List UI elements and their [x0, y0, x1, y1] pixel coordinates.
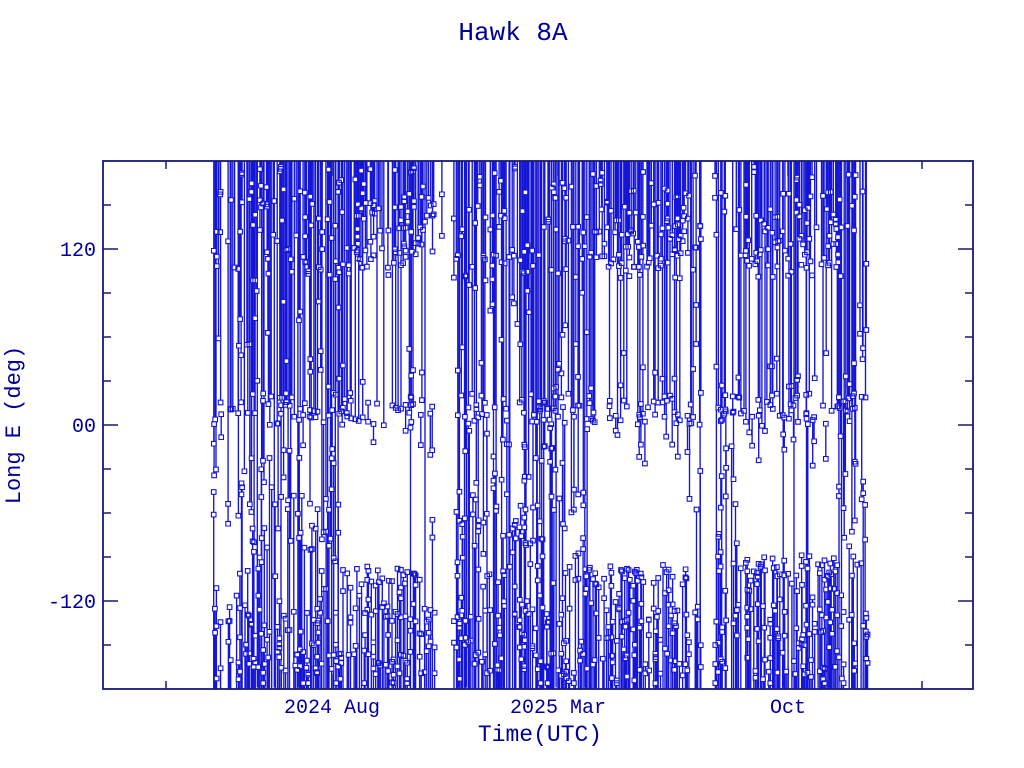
plot-frame	[102, 160, 974, 690]
x-tick-label: 2024 Aug	[284, 697, 380, 720]
y-tick-label: 120	[60, 240, 96, 263]
y-tick-label: -120	[48, 592, 96, 615]
x-tick-label: Oct	[770, 697, 806, 720]
data-line-segments	[213, 161, 869, 689]
x-tick-label: 2025 Mar	[510, 697, 606, 720]
y-axis-label: Long E (deg)	[2, 346, 27, 504]
chart-title: Hawk 8A	[458, 18, 568, 48]
data-point-markers	[210, 164, 871, 686]
y-tick-label: 00	[72, 416, 96, 439]
x-axis-label: Time(UTC)	[478, 722, 602, 748]
